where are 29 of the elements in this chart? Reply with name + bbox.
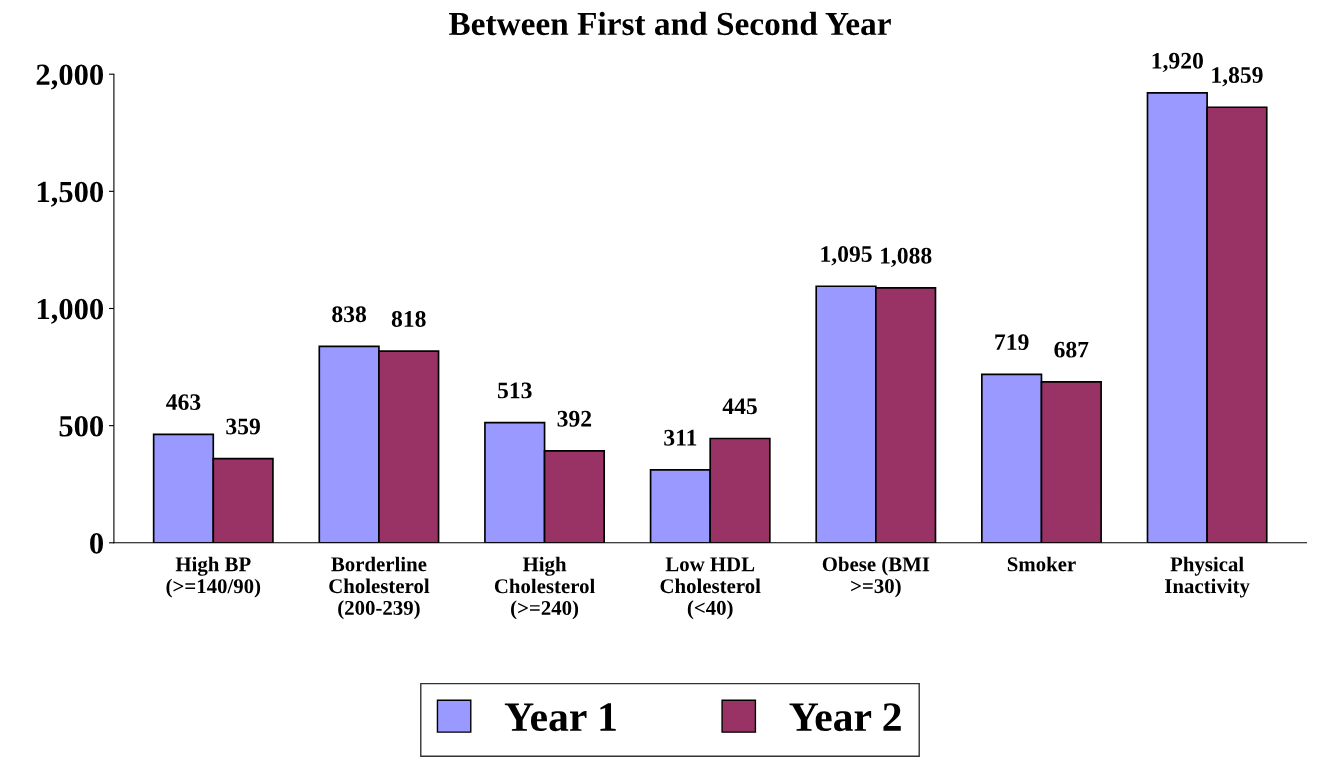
data-label: 687	[1054, 341, 1089, 358]
y-tick-label: 500	[59, 415, 104, 437]
x-tick-label: Obese (BMI >=30)	[822, 556, 930, 598]
data-label: 359	[226, 418, 260, 435]
x-tick-label: Low HDL Cholesterol (<40)	[660, 557, 761, 620]
data-label: 1,095	[821, 246, 872, 266]
data-label: 1,088	[880, 247, 932, 268]
data-label: 1,859	[1212, 67, 1263, 87]
data-label: 719	[995, 334, 1029, 351]
legend-label: Year 1	[504, 703, 616, 732]
data-label: 818	[391, 310, 426, 327]
y-tick-label: 1,000	[37, 298, 104, 324]
x-tick-label: Borderline Cholesterol (200-239)	[329, 556, 430, 620]
data-label: 513	[497, 382, 532, 399]
data-label: 311	[664, 429, 697, 446]
x-tick-label: Smoker	[1007, 556, 1076, 572]
chart-title: Between First and Second Year	[448, 11, 891, 36]
data-label: 838	[332, 306, 367, 323]
data-label: 463	[166, 394, 201, 411]
y-tick-label: 1,500	[37, 181, 104, 207]
data-label: 1,920	[1152, 52, 1203, 73]
x-tick-label: High BP (>=140/90)	[166, 556, 261, 598]
y-tick-label: 2,000	[36, 64, 104, 90]
data-label: 445	[722, 398, 757, 415]
legend-label: Year 2	[789, 703, 901, 732]
y-tick-label: 0	[90, 533, 104, 554]
x-tick-label: High Cholesterol (>=240)	[494, 556, 595, 620]
data-label: 392	[557, 410, 592, 427]
x-tick-label: Physical Inactivity	[1165, 556, 1250, 598]
